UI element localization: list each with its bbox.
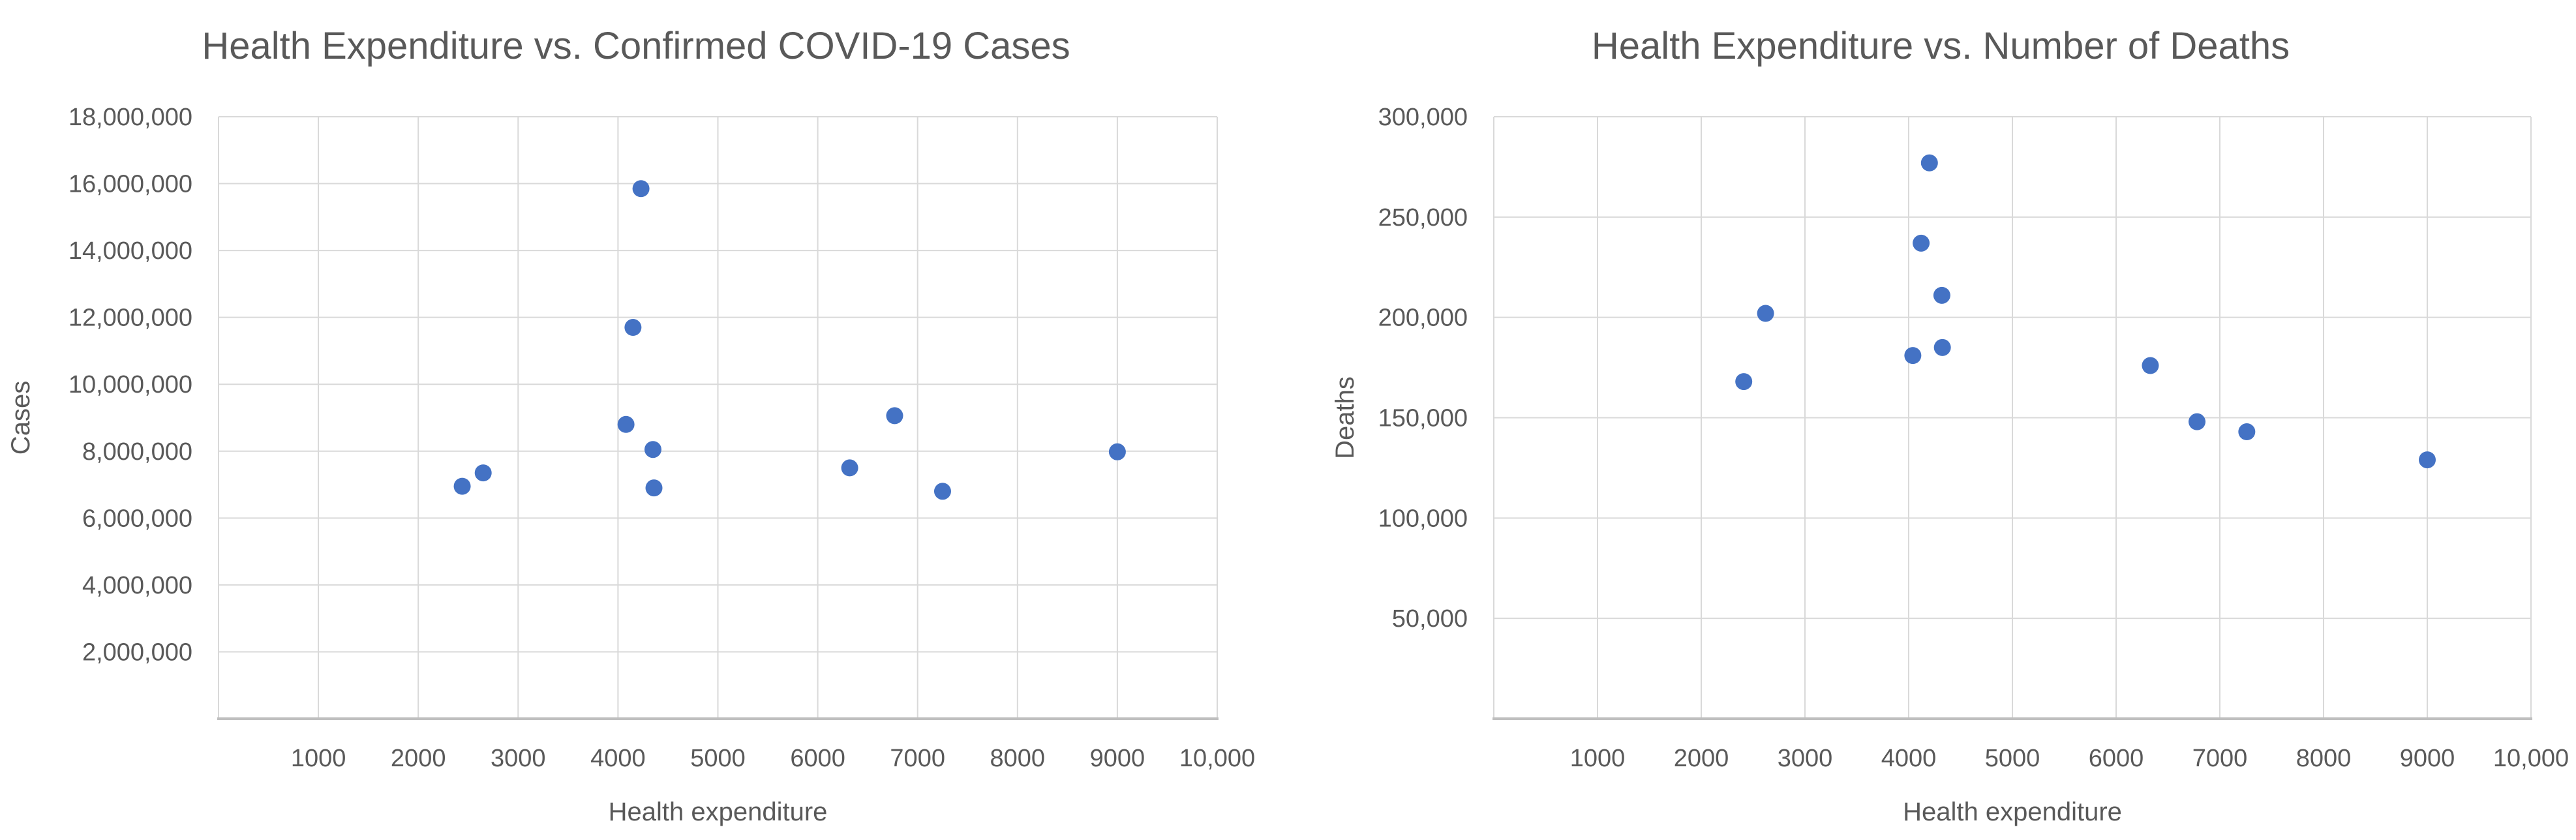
x-tick-label: 8000 bbox=[2296, 745, 2352, 772]
x-tick-label: 9000 bbox=[1090, 745, 1145, 772]
x-tick-label: 3000 bbox=[1778, 745, 1833, 772]
data-point bbox=[453, 477, 471, 495]
y-tick-label: 150,000 bbox=[1378, 405, 1468, 432]
data-point bbox=[886, 407, 903, 425]
y-tick-label: 200,000 bbox=[1378, 305, 1468, 332]
x-tick-label: 5000 bbox=[1985, 745, 2040, 772]
x-tick-label: 4000 bbox=[590, 745, 646, 772]
data-point bbox=[1913, 234, 1930, 252]
data-point bbox=[1933, 286, 1950, 304]
y-tick-label: 8,000,000 bbox=[82, 438, 192, 466]
chart-title: Health Expenditure vs. Confirmed COVID-1… bbox=[202, 25, 1070, 67]
chart-cases: 1000 2000 3000 4000 5000 6000 7000 8000 9000 10,0… bbox=[7, 25, 1255, 826]
data-point bbox=[632, 180, 650, 198]
x-tick-label: 10,000 bbox=[1179, 745, 1255, 772]
x-tick-label: 2000 bbox=[1674, 745, 1729, 772]
data-point bbox=[1735, 373, 1753, 391]
x-axis-title: Health expenditure bbox=[609, 798, 828, 826]
y-tick-label: 12,000,000 bbox=[68, 305, 192, 332]
y-tick-label: 2,000,000 bbox=[82, 638, 192, 666]
y-tick-label: 18,000,000 bbox=[68, 104, 192, 131]
y-tick-label: 100,000 bbox=[1378, 505, 1468, 532]
data-point bbox=[2142, 357, 2159, 374]
x-tick-label: 5000 bbox=[690, 745, 746, 772]
x-tick-label: 10,000 bbox=[2493, 745, 2569, 772]
x-tick-label: 6000 bbox=[2089, 745, 2144, 772]
y-axis-title: Cases bbox=[7, 381, 35, 455]
data-point bbox=[644, 441, 661, 458]
data-point bbox=[2238, 423, 2256, 441]
y-tick-label: 50,000 bbox=[1392, 605, 1468, 633]
y-tick-label: 10,000,000 bbox=[68, 371, 192, 398]
x-tick-label: 2000 bbox=[391, 745, 446, 772]
data-point bbox=[1757, 305, 1774, 322]
x-tick-label: 4000 bbox=[1881, 745, 1937, 772]
data-point bbox=[1933, 338, 1951, 356]
x-tick-label: 1000 bbox=[1570, 745, 1626, 772]
data-point bbox=[1920, 154, 1938, 172]
x-tick-label: 7000 bbox=[2192, 745, 2248, 772]
y-tick-label: 250,000 bbox=[1378, 204, 1468, 232]
data-point bbox=[617, 415, 635, 433]
chart-deaths: 1000 2000 3000 4000 5000 6000 7000 8000 9000 10,0… bbox=[1331, 25, 2569, 826]
y-tick-label: 300,000 bbox=[1378, 104, 1468, 131]
chart-title: Health Expenditure vs. Number of Deaths bbox=[1592, 25, 2290, 67]
y-axis-title: Deaths bbox=[1331, 376, 1359, 459]
x-tick-label: 3000 bbox=[491, 745, 546, 772]
y-tick-label: 6,000,000 bbox=[82, 505, 192, 532]
data-point bbox=[474, 464, 492, 482]
data-point bbox=[1904, 347, 1922, 365]
x-axis-title: Health expenditure bbox=[1903, 798, 2122, 826]
x-tick-label: 8000 bbox=[990, 745, 1046, 772]
data-point bbox=[841, 459, 858, 477]
y-tick-label: 14,000,000 bbox=[68, 237, 192, 265]
x-tick-label: 7000 bbox=[890, 745, 945, 772]
data-point bbox=[1108, 443, 1126, 460]
data-point bbox=[624, 319, 642, 337]
data-point bbox=[2189, 413, 2206, 430]
y-tick-label: 16,000,000 bbox=[68, 171, 192, 198]
x-tick-label: 1000 bbox=[291, 745, 346, 772]
data-point bbox=[2419, 451, 2436, 469]
data-point bbox=[645, 479, 663, 497]
x-tick-label: 9000 bbox=[2400, 745, 2455, 772]
data-point bbox=[933, 483, 951, 500]
y-tick-label: 4,000,000 bbox=[82, 572, 192, 599]
x-tick-label: 6000 bbox=[790, 745, 845, 772]
